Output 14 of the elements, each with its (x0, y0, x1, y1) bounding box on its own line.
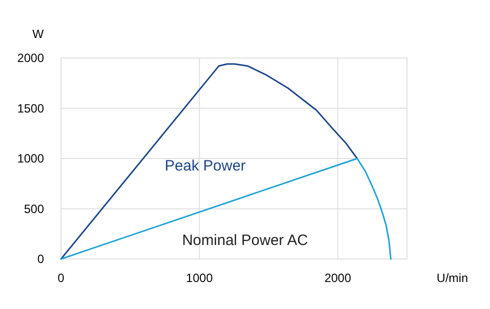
series-label: Nominal Power AC (182, 232, 308, 249)
line-series (60, 63, 358, 260)
y-tick-label: 500 (24, 202, 44, 216)
y-tick-label: 2000 (17, 51, 44, 65)
x-tick-label: 2000 (324, 271, 352, 285)
y-tick-label: 0 (37, 252, 44, 266)
y-tick-label: 1500 (17, 101, 44, 116)
line-series (60, 158, 392, 260)
y-axis-title: W (32, 27, 44, 41)
x-tick-label: 1000 (186, 271, 214, 285)
y-tick-label: 1000 (17, 152, 44, 166)
x-tick-label: 0 (58, 271, 65, 285)
series-label: Peak Power (164, 158, 246, 175)
x-axis-title: U/min (436, 271, 468, 285)
